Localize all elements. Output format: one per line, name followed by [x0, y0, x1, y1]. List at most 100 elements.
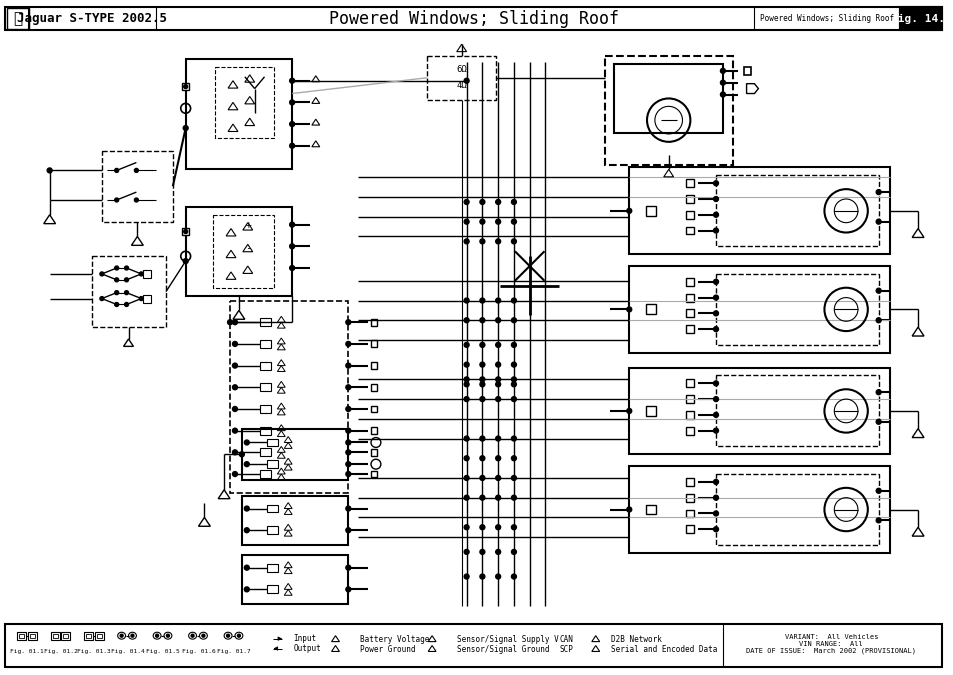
Bar	[242, 495, 348, 545]
Bar	[686, 180, 694, 187]
Text: Fig. 01.1: Fig. 01.1	[10, 649, 44, 654]
Circle shape	[875, 389, 881, 395]
Circle shape	[626, 507, 631, 512]
Circle shape	[479, 524, 484, 530]
Circle shape	[233, 320, 237, 325]
Circle shape	[464, 436, 469, 441]
Circle shape	[713, 412, 718, 417]
Circle shape	[114, 169, 118, 172]
Bar	[266, 505, 278, 512]
Circle shape	[479, 362, 484, 367]
Circle shape	[346, 363, 351, 368]
Circle shape	[713, 511, 718, 516]
Circle shape	[155, 634, 158, 637]
Circle shape	[125, 266, 129, 270]
Bar	[686, 309, 694, 317]
Circle shape	[496, 362, 500, 367]
Circle shape	[290, 222, 294, 227]
Circle shape	[233, 385, 237, 389]
Text: Sensor/Signal Supply V: Sensor/Signal Supply V	[456, 635, 558, 644]
Bar	[900, 7, 941, 30]
Circle shape	[479, 574, 484, 579]
Circle shape	[713, 311, 718, 316]
Text: Sensor/Signal Ground: Sensor/Signal Ground	[456, 645, 549, 654]
Text: Fig. 01.5: Fig. 01.5	[146, 649, 180, 654]
Text: Fig. 01.6: Fig. 01.6	[181, 649, 215, 654]
Bar	[64, 634, 69, 638]
Circle shape	[464, 377, 469, 382]
Circle shape	[720, 92, 724, 97]
Bar	[370, 319, 377, 325]
Circle shape	[464, 574, 469, 579]
Circle shape	[479, 239, 484, 244]
Circle shape	[290, 78, 294, 83]
Bar	[370, 406, 377, 412]
Bar	[242, 429, 348, 480]
Text: SCP: SCP	[558, 645, 573, 654]
Circle shape	[125, 302, 129, 306]
Text: Fig. 01.7: Fig. 01.7	[217, 649, 251, 654]
Circle shape	[346, 462, 351, 466]
Circle shape	[244, 587, 249, 592]
Bar	[370, 384, 377, 391]
Bar	[143, 270, 151, 278]
Circle shape	[464, 362, 469, 367]
Circle shape	[496, 397, 500, 402]
Bar	[97, 634, 102, 638]
Text: VARIANT:  All Vehicles
VIN RANGE:  All
DATE OF ISSUE:  March 2002 (PROVISIONAL): VARIANT: All Vehicles VIN RANGE: All DAT…	[745, 634, 916, 654]
Text: 🐆: 🐆	[13, 11, 23, 26]
Circle shape	[496, 382, 500, 387]
Circle shape	[713, 397, 718, 402]
Circle shape	[166, 634, 170, 637]
Circle shape	[479, 298, 484, 303]
Circle shape	[875, 219, 881, 224]
Bar	[629, 167, 889, 254]
Circle shape	[496, 239, 500, 244]
Bar	[370, 362, 377, 369]
Bar	[230, 300, 348, 493]
Circle shape	[346, 342, 351, 346]
Circle shape	[290, 143, 294, 148]
Bar	[686, 294, 694, 302]
Circle shape	[626, 408, 631, 413]
Circle shape	[713, 196, 718, 201]
Bar	[686, 493, 694, 502]
Text: CAN: CAN	[558, 635, 573, 644]
Circle shape	[511, 574, 516, 579]
Circle shape	[511, 524, 516, 530]
Text: Input: Input	[293, 634, 315, 643]
Bar	[6, 624, 941, 667]
Circle shape	[496, 298, 500, 303]
Circle shape	[120, 634, 123, 637]
Bar	[259, 405, 272, 413]
Bar	[182, 228, 189, 235]
Bar	[686, 227, 694, 234]
Circle shape	[239, 452, 244, 457]
Circle shape	[114, 278, 118, 281]
Circle shape	[233, 472, 237, 477]
Bar	[259, 427, 272, 435]
Bar	[91, 256, 166, 327]
Bar	[19, 634, 24, 638]
Circle shape	[713, 295, 718, 300]
Text: Battery Voltage: Battery Voltage	[360, 635, 429, 644]
Circle shape	[464, 456, 469, 461]
Circle shape	[713, 279, 718, 284]
Bar	[645, 206, 656, 216]
Circle shape	[511, 298, 516, 303]
Circle shape	[233, 342, 237, 346]
Circle shape	[496, 574, 500, 579]
Bar	[686, 411, 694, 418]
Bar	[370, 470, 377, 477]
Bar	[259, 448, 272, 456]
Circle shape	[626, 209, 631, 213]
Circle shape	[464, 524, 469, 530]
Circle shape	[713, 526, 718, 532]
Circle shape	[233, 428, 237, 433]
Bar	[17, 632, 26, 640]
Bar	[686, 525, 694, 533]
Circle shape	[184, 84, 188, 88]
Circle shape	[511, 382, 516, 387]
Circle shape	[139, 272, 143, 276]
Circle shape	[346, 440, 351, 445]
